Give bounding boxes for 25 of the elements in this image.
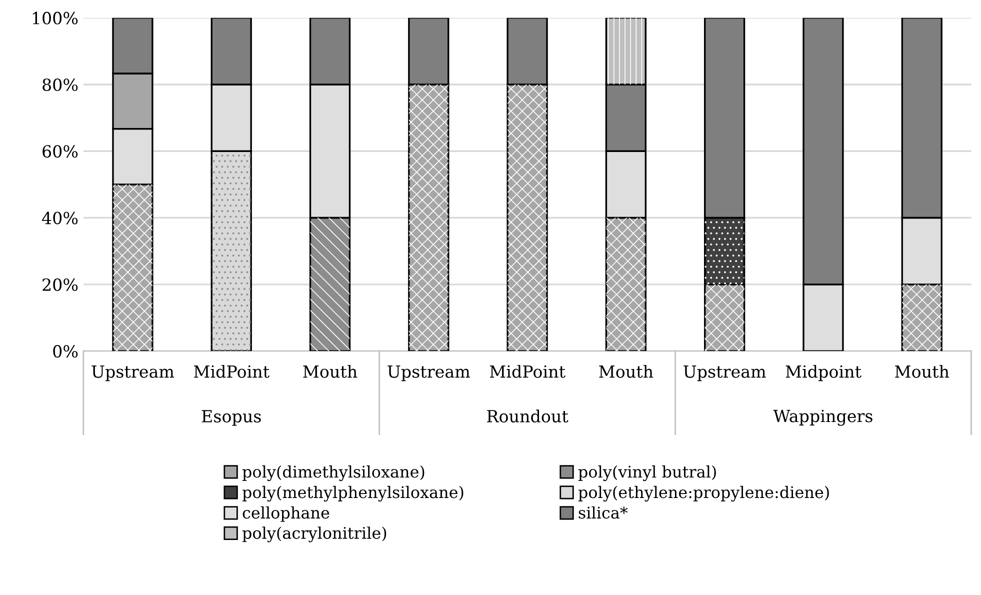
x-tick-label: MidPoint xyxy=(194,364,270,378)
y-tick-label: 100% xyxy=(32,12,78,24)
x-tick-label: Upstream xyxy=(92,365,174,382)
legend-label: poly(ethylene:propylene:diene) xyxy=(578,486,829,502)
y-tick-label: 80% xyxy=(42,78,78,92)
x-tick-label: Mouth xyxy=(599,364,654,378)
x-tick-label: Mouth xyxy=(895,364,950,378)
text: Roundout xyxy=(487,410,568,423)
legend-label: poly(vinyl butral) xyxy=(578,465,716,482)
legend-label: cellophane xyxy=(242,506,330,522)
x-tick-label: Upstream xyxy=(684,365,766,382)
legend-label: silica* xyxy=(578,506,628,519)
y-tick-label: 0% xyxy=(53,345,78,358)
x-tick-label: Midpoint xyxy=(786,364,862,382)
legend-label: poly(methylphenylsiloxane) xyxy=(242,486,464,502)
legend-label: poly(acrylonitrile) xyxy=(242,526,386,542)
y-tick-label: 40% xyxy=(42,212,78,224)
y-tick-label: 60% xyxy=(42,145,78,158)
legend-label: poly(dimethylsiloxane) xyxy=(242,465,424,482)
x-tick-label: Upstream xyxy=(388,365,470,382)
text: Esopus xyxy=(202,410,261,426)
x-tick-label: MidPoint xyxy=(490,364,566,378)
x-tick-label: Mouth xyxy=(303,364,358,378)
text: Wappingers xyxy=(773,410,872,426)
y-tick-label: 20% xyxy=(42,278,78,291)
